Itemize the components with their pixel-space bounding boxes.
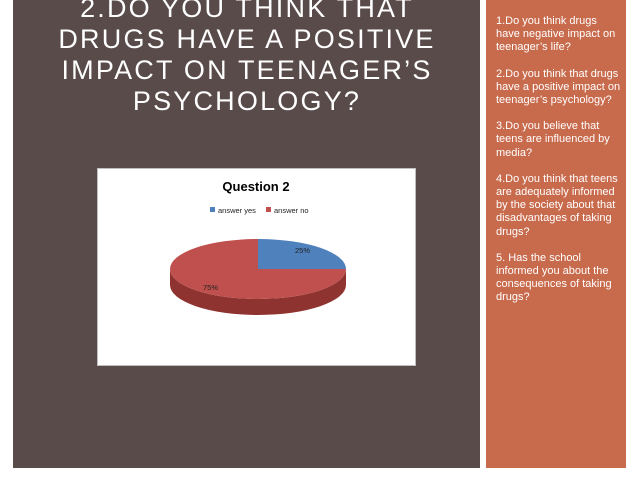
title-line: DRUGS HAVE A POSITIVE (58, 24, 436, 54)
title-line: IMPACT ON TEENAGER’S (61, 55, 433, 85)
chart-title: Question 2 (222, 179, 289, 194)
pie-slice (258, 239, 346, 269)
legend-label: answer yes (218, 206, 256, 215)
question-item: 1.Do you think drugs have negative impac… (496, 15, 616, 54)
data-label: 75% (203, 283, 218, 292)
pie-chart-svg: Question 2 answer yes answer no 25% 75% (170, 179, 346, 315)
question-item: 5. Has the school informed you about the… (496, 251, 612, 304)
pie-slice-side (170, 269, 346, 315)
legend-label: answer no (274, 206, 309, 215)
pie-slice (170, 239, 346, 299)
question-item: 4.Do you think that teens are adequately… (496, 172, 618, 238)
legend-swatch (266, 207, 271, 212)
pie-chart: Question 2 answer yes answer no 25% 75% (97, 168, 416, 366)
legend-swatch (210, 207, 215, 212)
title-line: PSYCHOLOGY? (132, 86, 362, 116)
question-item: 3.Do you believe that teens are influenc… (496, 120, 610, 159)
right-panel (486, 0, 626, 468)
question-list: 1.Do you think drugs have negative impac… (496, 15, 622, 318)
data-label: 25% (295, 246, 310, 255)
slide-title: 2.DO YOU THINK THAT DRUGS HAVE A POSITIV… (42, 0, 452, 117)
title-line: 2.DO YOU THINK THAT (80, 0, 414, 23)
question-item: 2.Do you think that drugs have a positiv… (496, 67, 621, 107)
